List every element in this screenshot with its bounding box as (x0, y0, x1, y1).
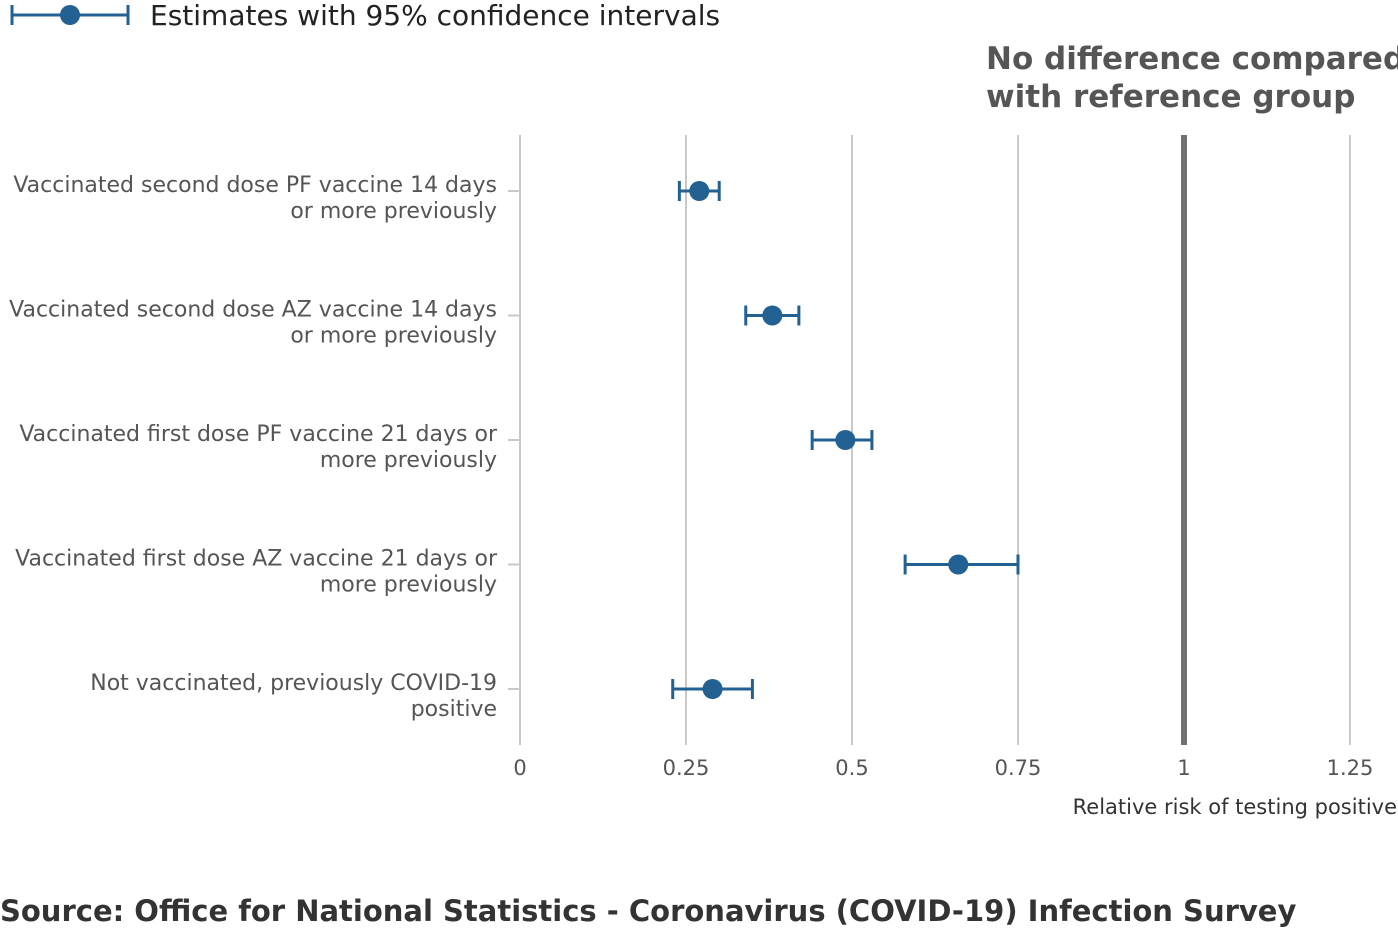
estimate-3 (903, 554, 1020, 575)
estimates (671, 181, 1020, 699)
source-note: Source: Office for National Statistics -… (0, 894, 1296, 928)
point-estimate-4 (702, 679, 723, 699)
point-estimate-2 (835, 430, 856, 450)
reference-annotation-line1: No difference compared (986, 41, 1398, 77)
estimate-2 (810, 430, 874, 450)
point-estimate-3 (948, 554, 969, 575)
estimate-0 (677, 181, 721, 201)
x-tick-label-0: 0 (513, 756, 526, 780)
estimate-1 (744, 305, 801, 326)
x-axis-tick-labels: 0 0.25 0.5 0.75 1 1.25 (513, 756, 1373, 780)
reference-annotation-line2: with reference group (986, 79, 1355, 115)
point-estimate-0 (689, 181, 710, 201)
estimate-4 (671, 679, 754, 699)
category-label-4: Not vaccinated, previously COVID-19 posit… (90, 671, 497, 722)
x-tick-label-2: 0.5 (835, 756, 868, 780)
gridlines (519, 135, 1351, 745)
legend: Estimates with 95% confidence intervals (10, 0, 720, 32)
legend-label: Estimates with 95% confidence intervals (150, 0, 720, 32)
category-labels: Vaccinated second dose PF vaccine 14 day… (9, 173, 498, 722)
y-axis-ticks (508, 190, 520, 690)
x-tick-label-5: 1.25 (1327, 756, 1374, 780)
legend-marker (60, 5, 80, 25)
category-label-3: Vaccinated first dose AZ vaccine 21 days… (15, 547, 498, 598)
point-estimate-1 (762, 305, 783, 326)
x-tick-label-1: 0.25 (663, 756, 710, 780)
category-label-1: Vaccinated second dose AZ vaccine 14 day… (9, 298, 497, 349)
x-axis-title: Relative risk of testing positive (1073, 795, 1397, 819)
x-tick-label-3: 0.75 (995, 756, 1042, 780)
category-label-2: Vaccinated first dose PF vaccine 21 days… (19, 422, 498, 473)
x-tick-label-4: 1 (1177, 756, 1190, 780)
category-label-0: Vaccinated second dose PF vaccine 14 day… (13, 173, 497, 224)
